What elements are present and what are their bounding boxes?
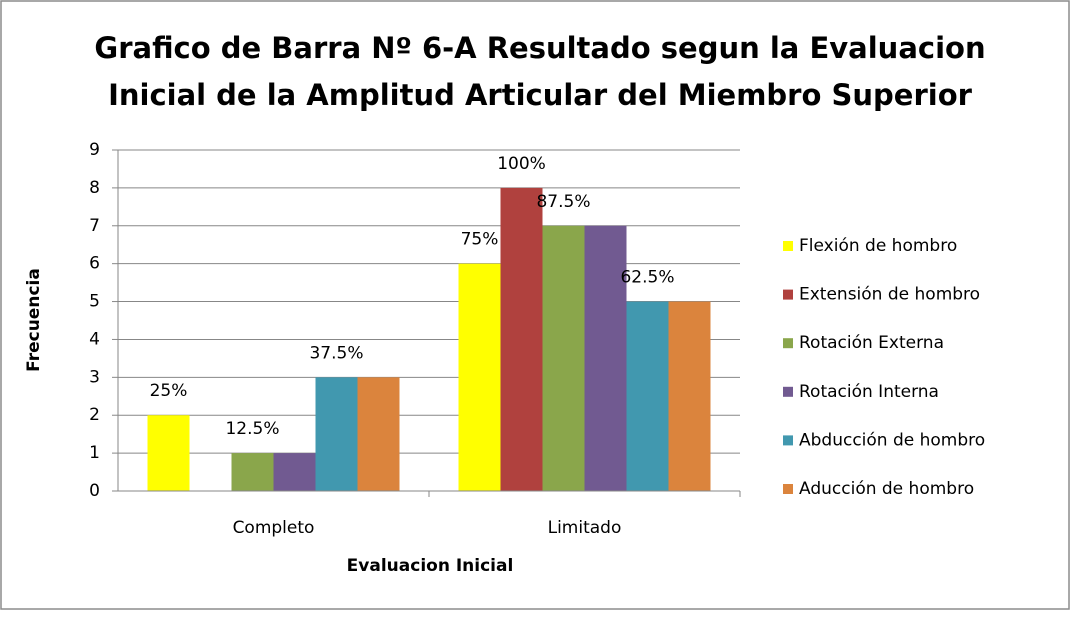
y-tick-label: 7 [89, 216, 100, 236]
bar [458, 263, 501, 491]
legend-swatch [783, 241, 793, 251]
legend-label: Rotación Interna [799, 382, 939, 402]
bar [668, 301, 711, 491]
data-label: 87.5% [536, 192, 590, 212]
legend-swatch [783, 338, 793, 349]
data-label: 100% [497, 154, 546, 174]
y-tick-label: 6 [89, 254, 100, 274]
legend-label: Rotación Externa [799, 333, 944, 353]
data-label: 75% [461, 230, 499, 250]
y-tick-label: 8 [89, 178, 100, 198]
legend-swatch [783, 435, 793, 446]
bar [542, 225, 585, 491]
bar [584, 225, 627, 491]
bar [626, 301, 669, 491]
x-tick-label: Limitado [548, 518, 622, 538]
y-tick-label: 3 [89, 367, 100, 387]
data-label: 62.5% [620, 268, 674, 288]
legend-label: Aducción de hombro [799, 479, 974, 499]
y-tick-label: 9 [89, 140, 100, 160]
bar [315, 377, 358, 491]
y-tick-label: 2 [89, 405, 100, 425]
data-label: 12.5% [225, 419, 279, 439]
y-axis-title: Frecuencia [24, 268, 44, 372]
bar [147, 415, 190, 491]
data-label: 25% [150, 381, 188, 401]
legend-swatch [783, 386, 793, 397]
y-tick-label: 5 [89, 292, 100, 312]
legend-label: Abducción de hombro [799, 430, 985, 450]
bar [273, 453, 316, 491]
bar [357, 377, 400, 491]
legend-label: Extensión de hombro [799, 285, 980, 305]
y-tick-label: 4 [89, 329, 100, 349]
legend-swatch [783, 484, 793, 494]
x-axis-title: Evaluacion Inicial [347, 556, 514, 576]
legend-label: Flexión de hombro [799, 236, 957, 256]
chart-title: Inicial de la Amplitud Articular del Mie… [108, 78, 973, 112]
data-label: 37.5% [309, 343, 363, 363]
y-tick-label: 0 [89, 481, 100, 501]
bar [231, 453, 274, 491]
chart-title: Grafico de Barra Nº 6-A Resultado segun … [94, 31, 985, 65]
legend-swatch [783, 289, 793, 300]
y-tick-label: 1 [89, 443, 100, 463]
x-tick-label: Completo [233, 518, 315, 538]
bar [500, 187, 543, 491]
